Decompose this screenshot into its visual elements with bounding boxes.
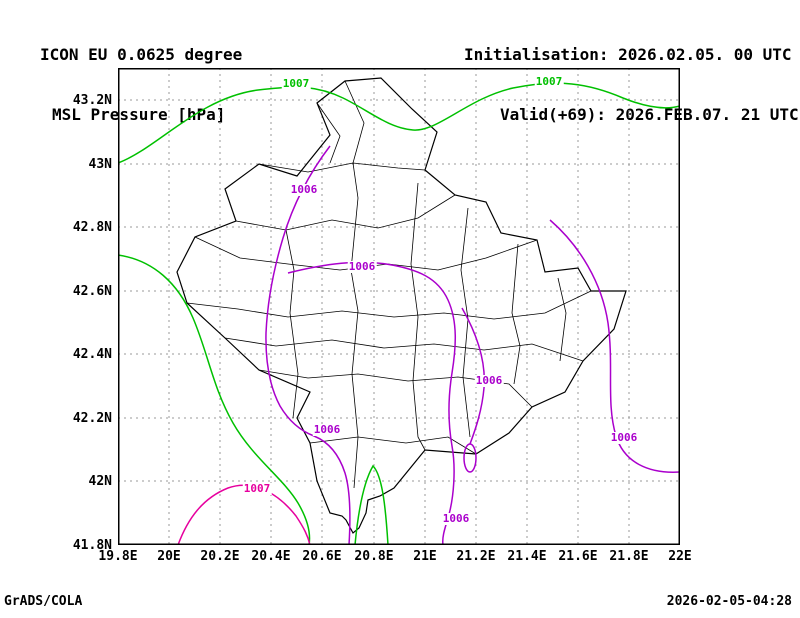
y-axis-tick-label: 42.2N bbox=[72, 411, 112, 426]
contour-label-1007: 1007 bbox=[534, 75, 564, 88]
x-axis-tick-label: 21.6E bbox=[558, 549, 598, 564]
y-axis-tick-label: 41.8N bbox=[72, 538, 112, 553]
variable-title: MSL Pressure [hPa] bbox=[52, 105, 226, 124]
x-axis-tick-label: 20.2E bbox=[200, 549, 240, 564]
x-axis-tick-label: 21E bbox=[413, 549, 437, 564]
y-axis-tick-label: 42N bbox=[88, 474, 112, 489]
x-axis-tick-label: 20.8E bbox=[354, 549, 394, 564]
x-axis-tick-label: 21.8E bbox=[609, 549, 649, 564]
grads-credit: GrADS/COLA bbox=[4, 594, 83, 609]
contour-label-1006: 1006 bbox=[312, 423, 342, 436]
plot-border bbox=[118, 68, 680, 545]
x-axis-tick-label: 21.4E bbox=[507, 549, 547, 564]
contour-label-1006: 1006 bbox=[347, 260, 377, 273]
contour-1006-midright bbox=[461, 307, 486, 445]
plot-timestamp: 2026-02-05-04:28 bbox=[666, 594, 792, 609]
x-axis-tick-label: 19.8E bbox=[98, 549, 138, 564]
map-borders bbox=[176, 77, 627, 534]
valid-time: Valid(+69): 2026.FEB.07. 21 UTC bbox=[500, 105, 799, 124]
contours-1006-purple bbox=[265, 145, 680, 545]
initialisation-time: Initialisation: 2026.02.05. 00 UTC bbox=[464, 45, 792, 64]
contour-plot bbox=[118, 68, 680, 545]
y-axis-tick-label: 42.6N bbox=[72, 284, 112, 299]
model-title: ICON EU 0.0625 degree bbox=[40, 45, 243, 64]
contours-1007-green bbox=[118, 82, 680, 545]
x-axis-tick-label: 20.6E bbox=[302, 549, 342, 564]
contour-label-1007: 1007 bbox=[242, 482, 272, 495]
header-left: ICON EU 0.0625 degree MSL Pressure [hPa] bbox=[40, 6, 242, 164]
y-axis-tick-label: 42.4N bbox=[72, 347, 112, 362]
y-axis-tick-label: 43N bbox=[88, 157, 112, 172]
x-axis-tick-label: 20E bbox=[157, 549, 181, 564]
contour-label-1007: 1007 bbox=[281, 77, 311, 90]
latlon-grid bbox=[118, 68, 680, 545]
contour-label-1006: 1006 bbox=[474, 374, 504, 387]
y-axis-tick-label: 42.8N bbox=[72, 220, 112, 235]
contour-1006-closed-loop bbox=[463, 443, 477, 473]
contour-1006-central bbox=[287, 261, 457, 545]
contour-1006-west-curve bbox=[265, 145, 351, 545]
y-axis-tick-label: 43.2N bbox=[72, 93, 112, 108]
contour-1007-southwest bbox=[118, 254, 311, 545]
kosovo-outline bbox=[176, 77, 627, 534]
contour-1007-north bbox=[118, 82, 680, 164]
contour-label-1006: 1006 bbox=[289, 183, 319, 196]
header-right: Initialisation: 2026.02.05. 00 UTC Valid… bbox=[464, 6, 799, 164]
contour-label-1006: 1006 bbox=[441, 512, 471, 525]
x-axis-tick-label: 22E bbox=[668, 549, 692, 564]
contour-label-1006: 1006 bbox=[609, 431, 639, 444]
contour-1007-south-notch bbox=[354, 464, 389, 545]
municipality-borders bbox=[186, 80, 592, 489]
contour-1006-east bbox=[549, 219, 680, 473]
x-axis-tick-label: 21.2E bbox=[456, 549, 496, 564]
x-axis-tick-label: 20.4E bbox=[251, 549, 291, 564]
